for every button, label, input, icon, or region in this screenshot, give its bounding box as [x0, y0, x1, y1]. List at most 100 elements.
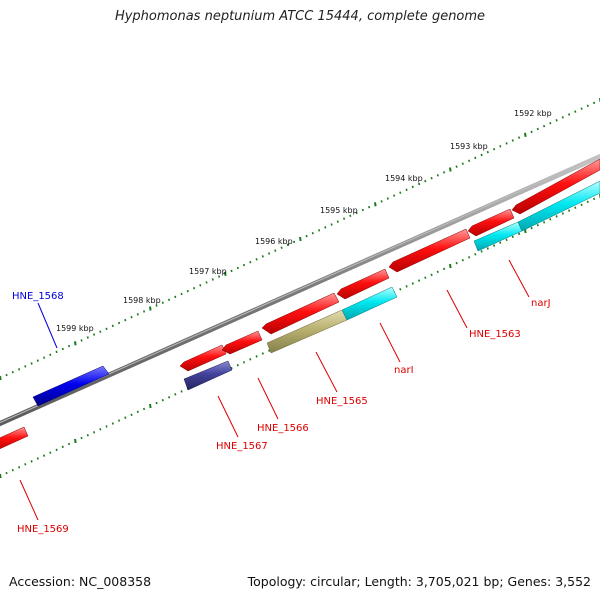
leader-hne1563: [446, 289, 468, 329]
outer-tick-mark: [486, 150, 489, 154]
outer-tick-mark: [199, 284, 202, 287]
label-leader-lines: [19, 259, 530, 521]
outer-tick-mark: [430, 176, 433, 180]
inner-tick-mark: [568, 209, 571, 212]
outer-tick-mark: [161, 301, 164, 304]
outer-tick-mark: [411, 185, 414, 189]
outer-tick-mark: [543, 124, 546, 128]
outer-tick-mark: [368, 205, 371, 209]
tick-label-1593: 1593 kbp: [450, 142, 488, 151]
inner-tick-mark: [593, 197, 596, 201]
gene-label-hne1568[interactable]: HNE_1568: [12, 291, 64, 302]
inner-tick-mark: [0, 473, 2, 479]
feature-cyan-block-3[interactable]: [517, 180, 600, 232]
inner-tick-mark: [399, 288, 402, 291]
gene-label-hne1566[interactable]: HNE_1566: [257, 423, 309, 434]
outer-tick-mark: [268, 252, 271, 255]
inner-tick-mark: [174, 393, 177, 396]
outer-tick-mark: [299, 236, 302, 242]
outer-tick-mark: [455, 165, 458, 168]
gene-label-hne1569[interactable]: HNE_1569: [17, 524, 69, 535]
inner-tick-mark: [543, 221, 546, 224]
outer-tick-mark: [55, 350, 58, 354]
gene-nari-arrow[interactable]: [336, 268, 390, 300]
outer-tick-mark: [518, 136, 521, 139]
inner-tick-mark: [405, 285, 408, 288]
leader-hne1569: [19, 479, 39, 521]
gene-extra-red-arrow[interactable]: [511, 158, 600, 215]
outer-tick-mark: [5, 373, 8, 377]
outer-tick-mark: [49, 353, 52, 357]
inner-tick-mark: [268, 349, 271, 352]
outer-tick-mark: [286, 243, 289, 247]
outer-tick-mark: [511, 139, 514, 142]
gene-hne1567-arrow[interactable]: [179, 344, 227, 372]
inner-tick-mark: [99, 428, 102, 431]
inner-tick-mark: [86, 433, 89, 437]
inner-tick-mark: [493, 244, 496, 247]
outer-tick-mark: [336, 220, 339, 223]
inner-tick-mark: [455, 261, 458, 265]
outer-tick-mark: [355, 211, 358, 215]
outer-tick-mark: [480, 153, 483, 157]
outer-tick-mark: [493, 147, 496, 151]
inner-tick-mark: [486, 247, 489, 250]
outer-tick-mark: [86, 336, 89, 339]
inner-tick-mark: [549, 218, 552, 221]
inner-tick-mark: [468, 256, 471, 259]
inner-tick-mark: [505, 238, 508, 242]
outer-tick-mark: [574, 110, 577, 113]
outer-tick-mark: [0, 375, 2, 381]
inner-tick-mark: [136, 410, 139, 414]
outer-tick-mark: [280, 246, 283, 249]
inner-tick-mark: [436, 270, 439, 274]
outer-tick-mark: [449, 167, 452, 172]
outer-tick-mark: [255, 258, 258, 261]
inner-tick-mark: [418, 279, 421, 282]
genome-summary-text: Topology: circular; Length: 3,705,021 bp…: [247, 574, 591, 589]
outer-tick-mark: [330, 223, 333, 226]
outer-tick-mark: [99, 330, 102, 333]
gene-label-hne1565[interactable]: HNE_1565: [316, 396, 368, 407]
gene-hne1566-arrow[interactable]: [221, 330, 263, 355]
inner-tick-mark: [530, 226, 533, 230]
inner-tick-mark: [536, 223, 539, 227]
gene-narj-arrow[interactable]: [467, 208, 515, 237]
gene-hne1563-arrow[interactable]: [388, 228, 471, 273]
outer-tick-mark: [505, 142, 508, 145]
outer-tick-mark: [324, 226, 327, 229]
feature-navy-block[interactable]: [183, 360, 233, 391]
outer-tick-mark: [305, 234, 308, 238]
gene-hne1569-arrow[interactable]: [0, 426, 29, 451]
leader-narj: [508, 259, 530, 298]
outer-tick-mark: [249, 260, 252, 264]
feature-cyan-block-1[interactable]: [341, 286, 398, 321]
inner-tick-mark: [424, 276, 427, 279]
inner-tick-mark: [11, 468, 14, 472]
gene-label-hne1567[interactable]: HNE_1567: [216, 441, 268, 452]
inner-tick-mark: [68, 442, 71, 446]
outer-tick-mark: [168, 298, 171, 301]
inner-tick-mark: [474, 253, 477, 256]
inner-tick-mark: [561, 212, 564, 215]
gene-label-narj[interactable]: narJ: [531, 298, 551, 309]
outer-tick-mark: [580, 107, 583, 110]
outer-tick-mark: [155, 304, 158, 307]
outer-tick-mark: [568, 113, 571, 116]
outer-tick-mark: [149, 306, 152, 311]
inner-tick-mark: [80, 436, 83, 440]
gene-hne1568-arrow[interactable]: [32, 365, 110, 407]
inner-tick-mark: [430, 273, 433, 277]
inner-tick-mark: [36, 457, 39, 460]
gene-hne1565-arrow[interactable]: [261, 292, 340, 335]
gene-features: [0, 158, 600, 451]
outer-tick-mark: [318, 229, 321, 232]
gene-label-nari[interactable]: narI: [394, 365, 414, 376]
gene-labels: HNE_1568 HNE_1569 HNE_1567 HNE_1566 HNE_…: [12, 291, 551, 535]
tick-label-1599: 1599 kbp: [56, 324, 94, 333]
outer-tick-mark: [130, 316, 133, 319]
outer-tick-mark: [349, 214, 352, 218]
outer-tick-mark: [180, 292, 183, 296]
gene-label-hne1563[interactable]: HNE_1563: [469, 329, 521, 340]
outer-tick-mark: [499, 145, 502, 148]
